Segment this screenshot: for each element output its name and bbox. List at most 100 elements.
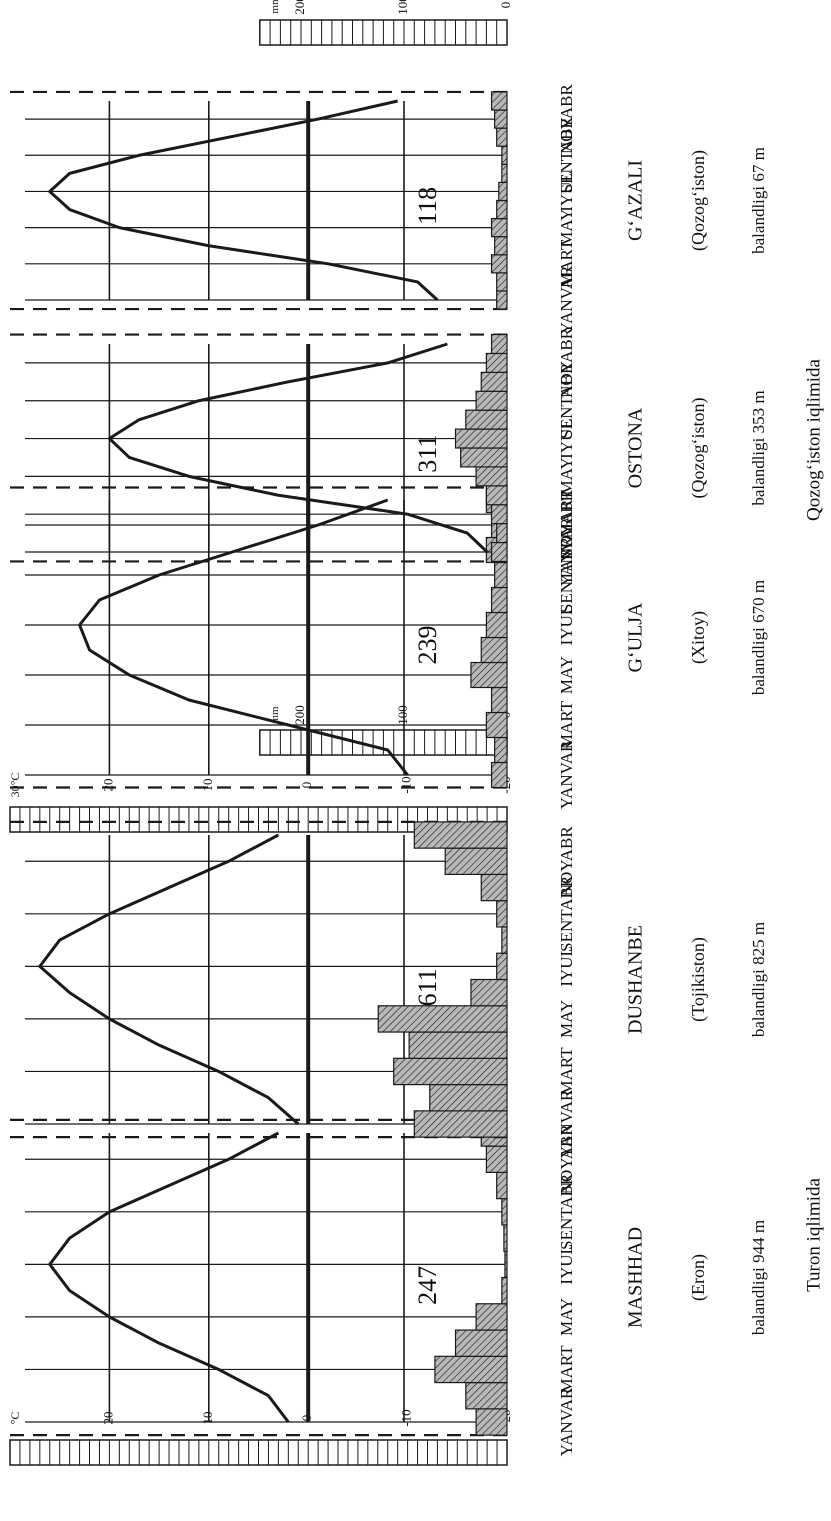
month-label: YANVAR [557, 740, 576, 809]
precip-bar [434, 1355, 508, 1384]
precip-bar [475, 466, 508, 487]
month-label: IYUL [557, 605, 576, 646]
station-name: DUSHANBE [625, 925, 647, 1034]
station-country: (Xitoy) [688, 611, 709, 664]
temp-scale-right-tick-label: 10 [200, 779, 215, 792]
precip-bar [496, 290, 508, 310]
station-country: (Qozog‘iston) [688, 398, 709, 499]
precip-bar [485, 711, 508, 739]
precip-bar [465, 1381, 508, 1410]
annual-precip-label: 611 [413, 968, 442, 1006]
precip-bar [490, 254, 508, 274]
month-label: YANVAR [557, 1387, 576, 1456]
precip-bar [475, 1303, 508, 1331]
precip-bar [413, 821, 508, 849]
station-name: MASHHAD [625, 1227, 647, 1328]
month-label: SENTABR [557, 875, 576, 952]
month-label: MAY [557, 209, 576, 247]
station-name: G‘ULJA [625, 602, 647, 673]
annual-precip-label: 247 [413, 1266, 442, 1305]
precip-bar [429, 1083, 508, 1112]
precip-scale-right-unit: mm [269, 0, 281, 14]
precip-bar [490, 686, 508, 714]
precip-bar [496, 1171, 508, 1200]
month-label: MAY [557, 656, 576, 694]
precip-scale-right-tick-label: 0 [498, 2, 513, 9]
month-label: MAY [557, 1298, 576, 1336]
precip-scale-left-tick-label: 200 [292, 705, 307, 725]
station-country: (Qozog‘iston) [688, 150, 709, 251]
station-country: (Eron) [688, 1254, 709, 1301]
annual-precip-label: 239 [413, 626, 442, 665]
temp-scale-left-tick-label: 20 [100, 1412, 115, 1425]
temperature-line [38, 833, 300, 1126]
precip-bar [490, 586, 508, 614]
temperature-line [78, 498, 409, 776]
month-label: NOYABR [557, 83, 576, 154]
precip-bar [485, 352, 508, 373]
month-label: IYUL [557, 946, 576, 987]
precip-bar [504, 1250, 508, 1279]
precip-bar [393, 1057, 508, 1086]
temp-scale-right-tick-label: -10 [399, 776, 414, 793]
month-label: MART [557, 490, 576, 539]
precip-bar [460, 447, 508, 468]
precip-bar [475, 1408, 508, 1436]
precip-scale-left-tick-label: 100 [395, 705, 410, 725]
annual-precip-label: 118 [413, 187, 442, 225]
precip-bar [490, 541, 508, 563]
precip-bar [490, 504, 508, 525]
precip-bar [470, 661, 508, 689]
month-label: NOYABR [557, 327, 576, 398]
month-label: NOYABR [557, 1124, 576, 1195]
precip-bar [490, 217, 508, 238]
month-label: NOYABR [557, 489, 576, 560]
region-caption-turon: Turon iqlimida [803, 1178, 824, 1292]
month-label: YANVAR [557, 265, 576, 334]
temperature-line [48, 99, 439, 302]
precip-bar [465, 409, 508, 430]
precip-bar [408, 1031, 508, 1059]
precip-bar [377, 1005, 508, 1033]
station-name: G‘AZALI [625, 160, 647, 241]
month-label: MART [557, 1345, 576, 1394]
station-country: (Tojikiston) [688, 937, 709, 1022]
temp-scale-left-unit: °C [8, 1412, 22, 1425]
precip-bar [496, 952, 508, 981]
precip-bar [496, 900, 508, 928]
precip-bar [490, 761, 508, 789]
precip-bar [454, 1329, 508, 1357]
precip-bar [494, 109, 508, 129]
precip-bar [480, 371, 508, 392]
temp-scale-right-unit: 30°C [8, 773, 22, 798]
precip-bar [501, 926, 508, 954]
precip-bar [480, 873, 508, 902]
precip-scale-right: 200 100 0 mm [259, 0, 513, 46]
precip-bar [475, 390, 508, 411]
precip-bar [498, 181, 508, 202]
precip-bar [480, 636, 508, 664]
month-label: MAY [557, 457, 576, 495]
month-label: IYUL [557, 171, 576, 212]
precip-bar [501, 1276, 508, 1305]
precip-bar [485, 611, 508, 639]
temperature-line [48, 1131, 290, 1423]
precip-bar [413, 1110, 508, 1138]
temperature-line [107, 342, 489, 554]
month-label: YANVAR [557, 1089, 576, 1158]
month-label: MAY [557, 1000, 576, 1038]
month-label: SENTABR [557, 117, 576, 194]
month-label: IYUL [557, 1244, 576, 1285]
precip-bar [503, 1224, 508, 1252]
precip-bar [444, 847, 508, 876]
temp-scale-left-tick-label: -10 [399, 1409, 414, 1426]
precip-bar [496, 523, 508, 544]
month-label: NOYABR [557, 826, 576, 897]
